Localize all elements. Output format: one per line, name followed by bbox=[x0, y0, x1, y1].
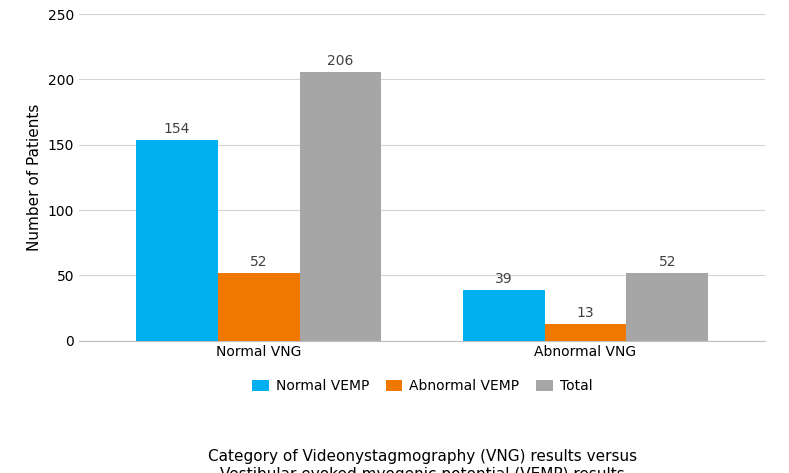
Bar bbox=[626, 272, 708, 341]
Text: 206: 206 bbox=[327, 54, 353, 69]
Text: Category of Videonystagmography (VNG) results versus
Vestibular evoked myogenic : Category of Videonystagmography (VNG) re… bbox=[208, 449, 637, 473]
Bar bbox=[136, 140, 218, 341]
Text: 52: 52 bbox=[250, 255, 267, 270]
Y-axis label: Number of Patients: Number of Patients bbox=[27, 104, 42, 251]
Text: 52: 52 bbox=[659, 255, 676, 270]
Bar bbox=[463, 289, 544, 341]
Text: 39: 39 bbox=[495, 272, 513, 286]
Text: 154: 154 bbox=[164, 122, 190, 136]
Bar bbox=[218, 272, 300, 341]
Bar bbox=[300, 71, 381, 341]
Bar bbox=[544, 324, 626, 341]
Text: 13: 13 bbox=[577, 307, 594, 320]
Legend: Normal VEMP, Abnormal VEMP, Total: Normal VEMP, Abnormal VEMP, Total bbox=[246, 374, 598, 399]
